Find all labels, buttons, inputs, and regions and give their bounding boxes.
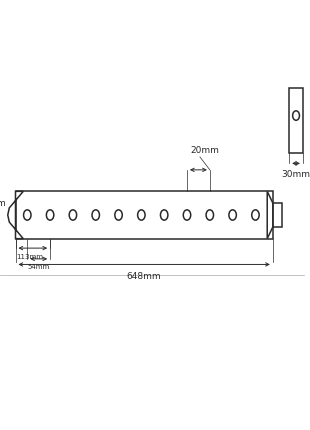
Text: m: m bbox=[0, 199, 5, 208]
Bar bbox=[289, 88, 303, 153]
Circle shape bbox=[252, 210, 259, 220]
Text: 648mm: 648mm bbox=[127, 272, 162, 281]
Polygon shape bbox=[8, 191, 23, 239]
Polygon shape bbox=[267, 191, 273, 239]
Bar bbox=[16, 191, 273, 239]
Circle shape bbox=[138, 210, 145, 220]
Circle shape bbox=[183, 210, 191, 220]
Circle shape bbox=[115, 210, 122, 220]
Bar bbox=[273, 203, 282, 227]
Text: 54mm: 54mm bbox=[28, 264, 50, 270]
Circle shape bbox=[46, 210, 54, 220]
Circle shape bbox=[24, 210, 31, 220]
Text: 113mm: 113mm bbox=[16, 254, 43, 260]
Circle shape bbox=[229, 210, 236, 220]
Circle shape bbox=[161, 210, 168, 220]
Circle shape bbox=[206, 210, 214, 220]
Text: 20mm: 20mm bbox=[190, 146, 219, 155]
Circle shape bbox=[92, 210, 100, 220]
Circle shape bbox=[293, 111, 299, 120]
Text: 30mm: 30mm bbox=[281, 170, 310, 179]
Circle shape bbox=[69, 210, 77, 220]
